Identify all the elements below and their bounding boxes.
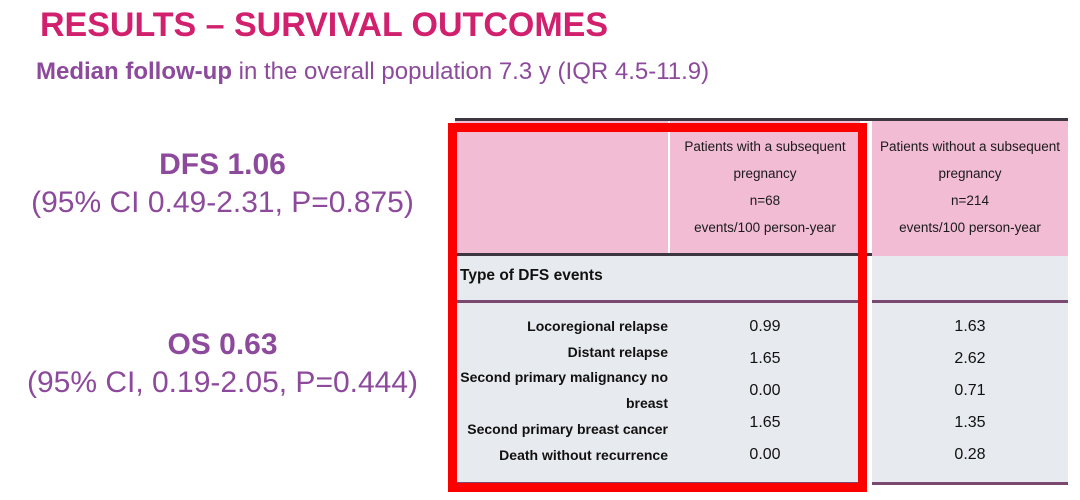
header-line: n=68 xyxy=(749,193,781,208)
cell-value: 0.99 xyxy=(749,318,781,335)
header-line: events/100 person-year xyxy=(694,220,836,235)
row-label: Death without recurrence xyxy=(499,446,668,463)
table-body-left: Locoregional relapse Distant relapse Sec… xyxy=(455,303,860,485)
header-line: pregnancy xyxy=(733,166,797,181)
cell-value: 0.00 xyxy=(749,382,781,399)
header-line: Patients without a subsequent xyxy=(879,139,1061,154)
cell-value: 1.63 xyxy=(954,318,986,335)
table-top-border xyxy=(455,118,1068,121)
header-line: n=214 xyxy=(951,193,989,208)
event-labels-column: Locoregional relapse Distant relapse Sec… xyxy=(455,314,668,468)
header-line: events/100 person-year xyxy=(899,220,1041,235)
section-row-left: Type of DFS events xyxy=(455,256,860,303)
dfs-hazard-ratio: DFS 1.06 xyxy=(159,148,286,181)
row-label: Second primary malignancy no xyxy=(460,369,668,386)
cell-value: 1.35 xyxy=(954,414,986,431)
table-body-right: 1.63 2.62 0.71 1.35 0.28 xyxy=(872,303,1068,485)
cell-value: 1.65 xyxy=(749,414,781,431)
header-with-pregnancy: Patients with a subsequent pregnancy n=6… xyxy=(670,121,860,253)
section-row-right xyxy=(872,256,1068,303)
row-label: Locoregional relapse xyxy=(527,318,668,334)
header-column-separator xyxy=(668,121,670,253)
cell-value: 0.28 xyxy=(954,446,986,463)
cell-value: 0.00 xyxy=(749,446,781,463)
table-header-left: Patients with a subsequent pregnancy n=6… xyxy=(455,121,860,253)
dfs-stat-block: DFS 1.06 (95% CI 0.49-2.31, P=0.875) xyxy=(0,146,445,222)
header-line: Patients with a subsequent xyxy=(684,139,846,154)
dfs-events-table: Patients with a subsequent pregnancy n=6… xyxy=(455,118,1068,488)
median-followup-line: Median follow-up in the overall populati… xyxy=(36,58,709,86)
values-with-pregnancy: 0.99 1.65 0.00 1.65 0.00 xyxy=(670,311,860,471)
cell-value: 1.65 xyxy=(749,350,781,367)
section-header-label: Type of DFS events xyxy=(460,267,603,284)
cell-value: 0.71 xyxy=(954,382,986,399)
values-without-pregnancy: 1.63 2.62 0.71 1.35 0.28 xyxy=(872,303,1068,471)
slide-title: RESULTS – SURVIVAL OUTCOMES xyxy=(40,6,609,44)
table-left-section: Patients with a subsequent pregnancy n=6… xyxy=(455,118,860,488)
os-hazard-ratio: OS 0.63 xyxy=(167,328,278,361)
table-right-section: Patients without a subsequent pregnancy … xyxy=(872,118,1068,488)
os-confidence-interval: (95% CI, 0.19-2.05, P=0.444) xyxy=(26,366,419,399)
cell-value: 2.62 xyxy=(954,350,986,367)
median-followup-value: in the overall population 7.3 y (IQR 4.5… xyxy=(231,58,710,85)
os-stat-block: OS 0.63 (95% CI, 0.19-2.05, P=0.444) xyxy=(0,326,445,402)
header-line: pregnancy xyxy=(938,166,1002,181)
dfs-confidence-interval: (95% CI 0.49-2.31, P=0.875) xyxy=(31,186,414,219)
median-followup-label: Median follow-up xyxy=(36,58,232,85)
row-label: Distant relapse xyxy=(567,343,668,360)
table-header-bottom-border xyxy=(455,253,1068,256)
header-without-pregnancy: Patients without a subsequent pregnancy … xyxy=(872,121,1068,265)
highlight-box xyxy=(448,123,867,492)
row-label-continued: breast xyxy=(625,395,668,412)
row-label: Second primary breast cancer xyxy=(467,420,668,437)
